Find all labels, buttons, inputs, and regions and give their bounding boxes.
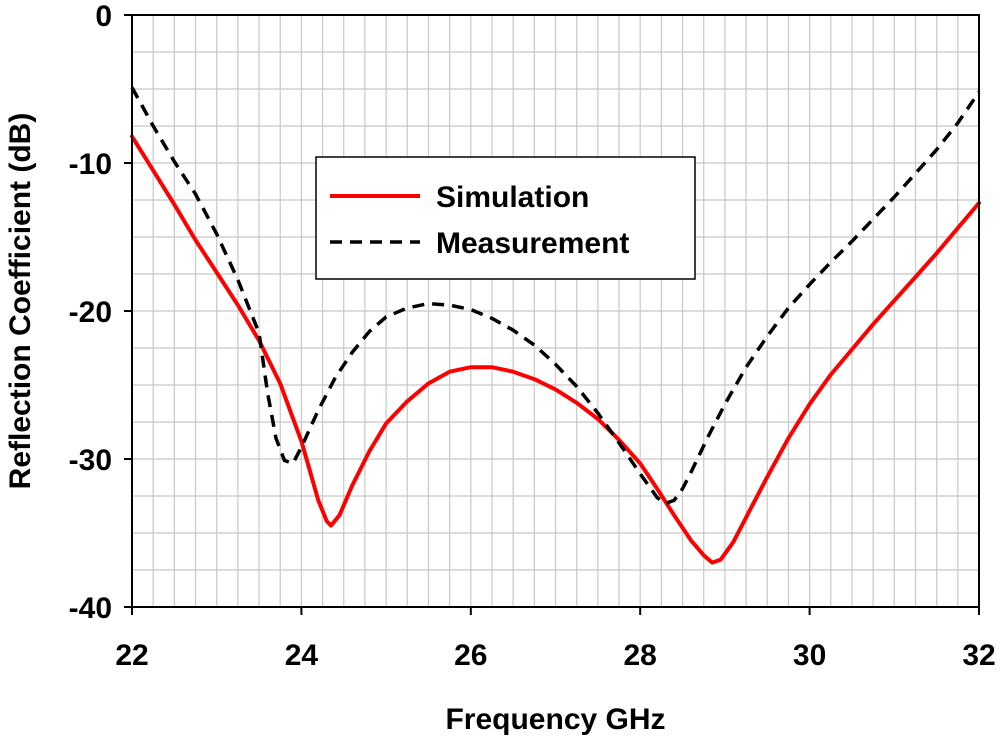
x-tick-label: 26: [454, 639, 487, 672]
x-tick-labels: 22 24 26 28 30 32: [115, 607, 996, 672]
y-tick-label: -40: [69, 592, 112, 625]
series-line-measurement: [130, 86, 981, 506]
x-tick-label: 24: [285, 639, 319, 672]
x-tick-label: 30: [793, 639, 826, 672]
legend-box: [315, 156, 696, 280]
legend-label-simulation: Simulation: [436, 181, 589, 214]
series-layer: [130, 86, 981, 565]
y-tick-label: -10: [69, 148, 112, 181]
x-tick-label: 32: [962, 639, 995, 672]
y-tick-labels: 0 -10 -20 -30 -40: [69, 0, 132, 625]
y-axis-title: Reflection Coefficient (dB): [4, 113, 37, 490]
legend: Simulation Measurement: [315, 156, 696, 280]
series-line-simulation: [130, 134, 981, 565]
legend-label-measurement: Measurement: [436, 227, 629, 260]
x-tick-label: 28: [624, 639, 657, 672]
x-axis-title: Frequency GHz: [445, 703, 665, 736]
y-tick-label: -30: [69, 444, 112, 477]
x-tick-label: 22: [115, 639, 148, 672]
y-tick-label: 0: [95, 0, 112, 33]
grid: [132, 15, 979, 607]
y-tick-label: -20: [69, 296, 112, 329]
